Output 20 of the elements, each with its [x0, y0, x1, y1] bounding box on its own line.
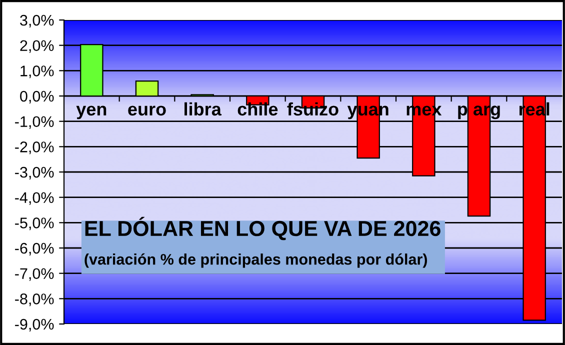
x-tick-label: libra — [184, 102, 222, 116]
y-tick-label: 3,0% — [20, 14, 54, 28]
y-tick-label: -5,0% — [15, 218, 54, 230]
x-tick-label: euro — [128, 106, 166, 116]
x-tick-label: yen — [76, 106, 106, 120]
y-tick-label: 2,0% — [20, 40, 54, 53]
y-tick-label: -2,0% — [15, 142, 54, 154]
y-tick-label: -3,0% — [15, 166, 54, 180]
x-tick-label: chile — [238, 102, 278, 116]
x-tick-label: fsuizo — [287, 102, 338, 116]
y-tick-label: 1,0% — [20, 66, 54, 78]
y-tick-label: -8,0% — [15, 294, 54, 306]
y-tick-label: -6,0% — [15, 242, 54, 256]
y-tick-label: -1,0% — [15, 116, 54, 129]
y-tick-label: -7,0% — [15, 268, 54, 281]
y-tick-label: -9,0% — [15, 318, 54, 332]
text: EL DÓLAR EN LO QUE VA DE 2026 — [85, 216, 440, 240]
y-tick-label: -4,0% — [15, 192, 54, 205]
y-tick-label: 0,0% — [20, 90, 54, 104]
text: (variación % de principales monedas por dólar) — [84, 253, 427, 268]
